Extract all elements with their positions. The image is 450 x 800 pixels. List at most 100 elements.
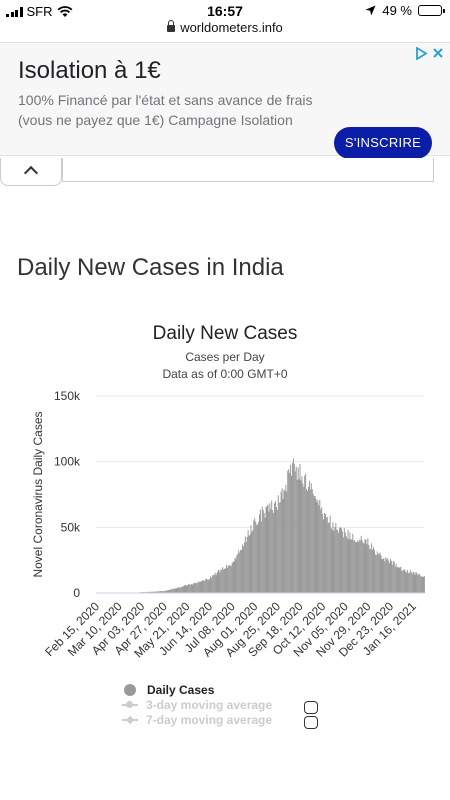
bar[interactable] — [380, 555, 382, 593]
bar[interactable] — [175, 588, 177, 593]
bar[interactable] — [373, 550, 375, 593]
bar[interactable] — [302, 483, 304, 593]
bar[interactable] — [183, 585, 185, 593]
bar[interactable] — [336, 529, 338, 593]
bar[interactable] — [181, 586, 183, 593]
bar[interactable] — [356, 540, 358, 593]
bar[interactable] — [421, 576, 423, 593]
bar[interactable] — [221, 569, 223, 593]
bar[interactable] — [372, 549, 374, 593]
bar[interactable] — [311, 489, 313, 593]
bar[interactable] — [298, 478, 300, 593]
bar[interactable] — [168, 590, 170, 593]
bar[interactable] — [400, 566, 402, 593]
bar[interactable] — [265, 507, 267, 593]
bar[interactable] — [150, 591, 152, 593]
bar[interactable] — [318, 505, 320, 593]
bar[interactable] — [309, 489, 311, 593]
bar[interactable] — [348, 539, 350, 593]
bar[interactable] — [254, 518, 256, 593]
bar[interactable] — [194, 583, 196, 593]
bar[interactable] — [211, 575, 213, 593]
bar[interactable] — [388, 560, 390, 593]
address-bar[interactable]: worldometers.info — [0, 20, 450, 40]
bar[interactable] — [292, 458, 294, 593]
bar[interactable] — [321, 507, 323, 593]
toggle-7day-average[interactable] — [304, 716, 318, 729]
bar[interactable] — [283, 489, 285, 593]
bar[interactable] — [249, 534, 251, 593]
bar[interactable] — [350, 539, 352, 593]
bar[interactable] — [209, 576, 211, 593]
bar[interactable] — [236, 555, 238, 593]
bar[interactable] — [408, 573, 410, 593]
bar[interactable] — [415, 572, 417, 593]
bar[interactable] — [247, 530, 249, 593]
bar[interactable] — [328, 522, 330, 593]
bar[interactable] — [178, 587, 180, 593]
bar[interactable] — [253, 520, 255, 593]
bar[interactable] — [331, 529, 333, 593]
bar[interactable] — [267, 504, 269, 593]
legend-item-3day-average[interactable]: 3-day moving average — [122, 697, 272, 712]
bar[interactable] — [207, 579, 209, 593]
bar[interactable] — [197, 581, 199, 593]
bar[interactable] — [262, 509, 264, 593]
bar[interactable] — [406, 569, 408, 593]
bar[interactable] — [329, 515, 331, 593]
bar[interactable] — [375, 555, 377, 593]
bar[interactable] — [285, 484, 287, 593]
bar[interactable] — [362, 542, 364, 593]
bar[interactable] — [203, 580, 205, 593]
bar[interactable] — [200, 581, 202, 593]
bar[interactable] — [258, 522, 260, 593]
bar[interactable] — [192, 584, 194, 593]
bar[interactable] — [345, 535, 347, 593]
bar[interactable] — [401, 570, 403, 593]
bar[interactable] — [326, 517, 328, 593]
bar[interactable] — [397, 566, 399, 593]
bar[interactable] — [213, 574, 215, 593]
bar[interactable] — [225, 564, 227, 593]
bar[interactable] — [186, 584, 188, 593]
close-icon[interactable] — [432, 47, 444, 59]
bar[interactable] — [411, 573, 413, 593]
bar[interactable] — [284, 490, 286, 593]
bar[interactable] — [188, 584, 190, 593]
bar[interactable] — [394, 566, 396, 593]
bar[interactable] — [325, 517, 327, 593]
bar[interactable] — [174, 588, 176, 593]
bar[interactable] — [163, 590, 165, 593]
bar[interactable] — [291, 475, 292, 593]
bar[interactable] — [230, 566, 232, 593]
bar[interactable] — [259, 509, 261, 593]
bar[interactable] — [396, 567, 398, 593]
ad-signup-button[interactable]: S'INSCRIRE — [334, 127, 432, 159]
bar[interactable] — [338, 532, 340, 593]
bar[interactable] — [162, 591, 164, 593]
bar[interactable] — [373, 547, 374, 593]
bar[interactable] — [295, 466, 297, 593]
bar[interactable] — [273, 513, 275, 593]
bar[interactable] — [419, 574, 421, 593]
bar[interactable] — [251, 531, 253, 593]
bar[interactable] — [157, 591, 159, 593]
bar[interactable] — [327, 522, 329, 593]
bar[interactable] — [244, 536, 246, 593]
bar[interactable] — [164, 590, 166, 593]
bar[interactable] — [205, 578, 207, 593]
bar[interactable] — [405, 571, 407, 593]
bar[interactable] — [402, 570, 404, 593]
bar[interactable] — [185, 585, 187, 593]
bar[interactable] — [347, 529, 349, 593]
bar[interactable] — [189, 584, 191, 593]
bar[interactable] — [290, 464, 292, 593]
bar[interactable] — [422, 576, 424, 593]
legend-item-7day-average[interactable]: 7-day moving average — [122, 712, 272, 727]
bar[interactable] — [330, 527, 332, 593]
bar[interactable] — [376, 551, 378, 593]
bar[interactable] — [215, 575, 217, 593]
bar[interactable] — [387, 558, 389, 593]
bar[interactable] — [232, 561, 234, 593]
bar[interactable] — [159, 591, 161, 593]
